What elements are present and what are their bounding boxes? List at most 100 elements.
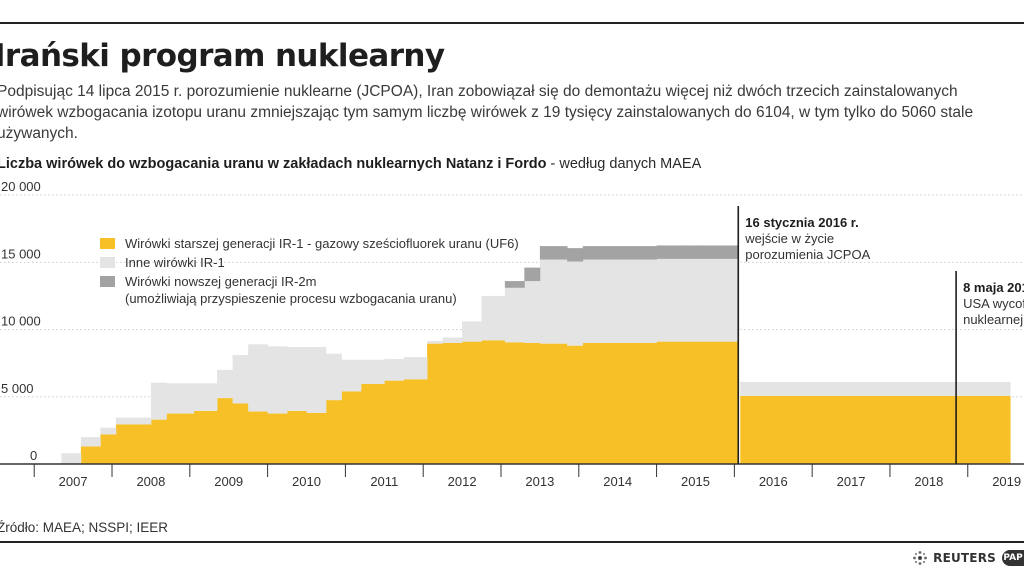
x-tick-label: 2010 <box>292 474 321 489</box>
x-tick-label: 2019 <box>992 474 1021 489</box>
event-description: wejście w życie <box>744 231 834 246</box>
area-step-ir1-gas <box>384 380 405 464</box>
area-step-ir1-other <box>341 359 362 392</box>
area-step-ir2m <box>539 246 568 260</box>
area-step-ir1-gas <box>504 342 525 464</box>
area-step-ir1-other <box>248 344 269 412</box>
x-tick-label: 2017 <box>837 474 866 489</box>
x-tick-label: 2012 <box>448 474 477 489</box>
area-step-ir1-other <box>602 259 626 343</box>
area-step-ir1-other <box>403 357 428 380</box>
area-step-ir1-gas <box>360 383 385 464</box>
centrifuge-chart: 0 5 000 10 000 15 000 20 000 2007 2008 2009 2010… <box>0 180 1024 489</box>
top-rule <box>0 22 1024 24</box>
area-step-ir1-gas <box>100 434 117 464</box>
event-date: 16 stycznia 2016 r. <box>745 215 858 230</box>
area-step-ir1-gas <box>683 341 704 464</box>
area-step-ir1-gas <box>625 342 657 464</box>
area-step-ir1-other <box>61 453 82 464</box>
area-step-ir1-gas <box>403 379 428 464</box>
area-step-ir1-gas <box>462 341 482 464</box>
area-step-ir1-gas <box>248 411 269 464</box>
page-title: Irański program nuklearny <box>0 38 445 74</box>
area-step-ir2m <box>625 246 657 260</box>
area-step-ir1-gas <box>217 398 233 464</box>
area-step-ir1-other <box>582 259 603 343</box>
chart-subtitle: Liczba wirówek do wzbogacania uranu w za… <box>0 156 701 172</box>
area-step-ir1-other <box>80 437 101 447</box>
x-tick-label: 2016 <box>759 474 788 489</box>
legend-label: (umożliwiają przyspieszenie procesu wzbo… <box>125 291 457 306</box>
area-step-ir1-other <box>217 369 233 399</box>
intro-text: Podpisując 14 lipca 2015 r. porozumienie… <box>0 83 974 142</box>
area-step-ir1-other <box>481 295 506 341</box>
area-step-ir1-gas <box>341 391 362 464</box>
area-step-ir1-other <box>306 346 327 413</box>
chart-subtitle-source: - według danych MAEA <box>546 156 702 172</box>
area-step-ir1-other <box>683 258 704 342</box>
area-step-ir2m <box>602 246 626 260</box>
event-description: USA wycofują się z umowy <box>963 296 1024 311</box>
area-step-ir1-gas <box>524 342 541 464</box>
area-step-ir2m <box>582 246 603 260</box>
area-step-ir1-other <box>625 259 657 343</box>
area-step-ir1-gas <box>703 341 739 464</box>
x-tick-label: 2014 <box>603 474 632 489</box>
y-tick-label: 20 000 <box>1 180 41 194</box>
area-step-ir1-gas <box>115 424 152 464</box>
post-deal-area-ir1-gas <box>740 395 1011 464</box>
area-step-ir1-other <box>100 427 117 435</box>
area-step-ir1-other <box>539 259 568 344</box>
area-step-ir1-gas <box>567 345 584 464</box>
area-step-ir1-other <box>360 359 385 384</box>
area-step-ir1-other <box>384 359 405 381</box>
event-description: porozumienia JCPOA <box>745 247 870 262</box>
y-tick-label: 0 <box>30 448 37 463</box>
x-tick-label: 2008 <box>136 474 165 489</box>
area-step-ir1-other <box>325 353 342 401</box>
area-step-ir1-other <box>656 258 685 342</box>
area-step-ir1-gas <box>442 342 463 464</box>
bottom-rule <box>0 541 1024 543</box>
area-step-ir1-other <box>427 340 444 344</box>
x-tick-label: 2015 <box>681 474 710 489</box>
reuters-wordmark: REUTERS <box>933 551 996 565</box>
area-step-ir1-other <box>232 355 249 404</box>
post-deal-area-ir1-other <box>740 381 1011 396</box>
area-step-ir1-other <box>150 382 167 420</box>
source-note: Źródło: MAEA; NSSPI; IEER <box>0 520 169 535</box>
brand-block: REUTERS PAP <box>911 549 1024 567</box>
area-step-ir1-other <box>504 287 525 343</box>
area-step-ir1-gas <box>656 341 685 464</box>
x-tick-label: 2013 <box>525 474 554 489</box>
area-step-ir1-gas <box>166 413 195 464</box>
legend-label: Wirówki starszej generacji IR-1 - gazowy… <box>125 236 519 251</box>
area-step-ir1-gas <box>427 343 444 464</box>
area-step-ir1-gas <box>193 410 218 464</box>
area-step-ir1-other <box>462 321 482 342</box>
x-tick-label: 2018 <box>914 474 943 489</box>
reuters-logo-icon <box>913 551 928 565</box>
area-step-ir1-gas <box>267 413 288 464</box>
x-tick-label: 2007 <box>59 474 88 489</box>
area-step-ir1-other <box>115 417 152 425</box>
area-step-ir1-gas <box>539 343 568 464</box>
area-step-ir1-gas <box>287 410 307 464</box>
area-step-ir1-other <box>703 258 739 342</box>
area-step-ir1-other <box>567 261 584 346</box>
legend-label: Wirówki nowszej generacji IR-2m <box>125 274 316 289</box>
area-step-ir1-other <box>287 346 307 411</box>
y-tick-label: 15 000 <box>1 246 41 261</box>
legend-label: Inne wirówki IR-1 <box>125 255 225 270</box>
area-step-ir2m <box>504 281 525 288</box>
event-description: nuklearnej z Iranem <box>963 312 1024 327</box>
area-step-ir1-gas <box>232 403 249 464</box>
x-tick-label: 2011 <box>370 474 398 489</box>
y-tick-label: 5 000 <box>1 381 34 396</box>
legend-swatch-ir1-other <box>100 257 115 268</box>
area-step-ir1-gas <box>150 419 167 464</box>
pap-logo: PAP <box>1002 550 1024 566</box>
x-tick-label: 2009 <box>214 474 243 489</box>
y-tick-label: 10 000 <box>1 314 41 329</box>
area-step-ir2m <box>524 267 541 282</box>
